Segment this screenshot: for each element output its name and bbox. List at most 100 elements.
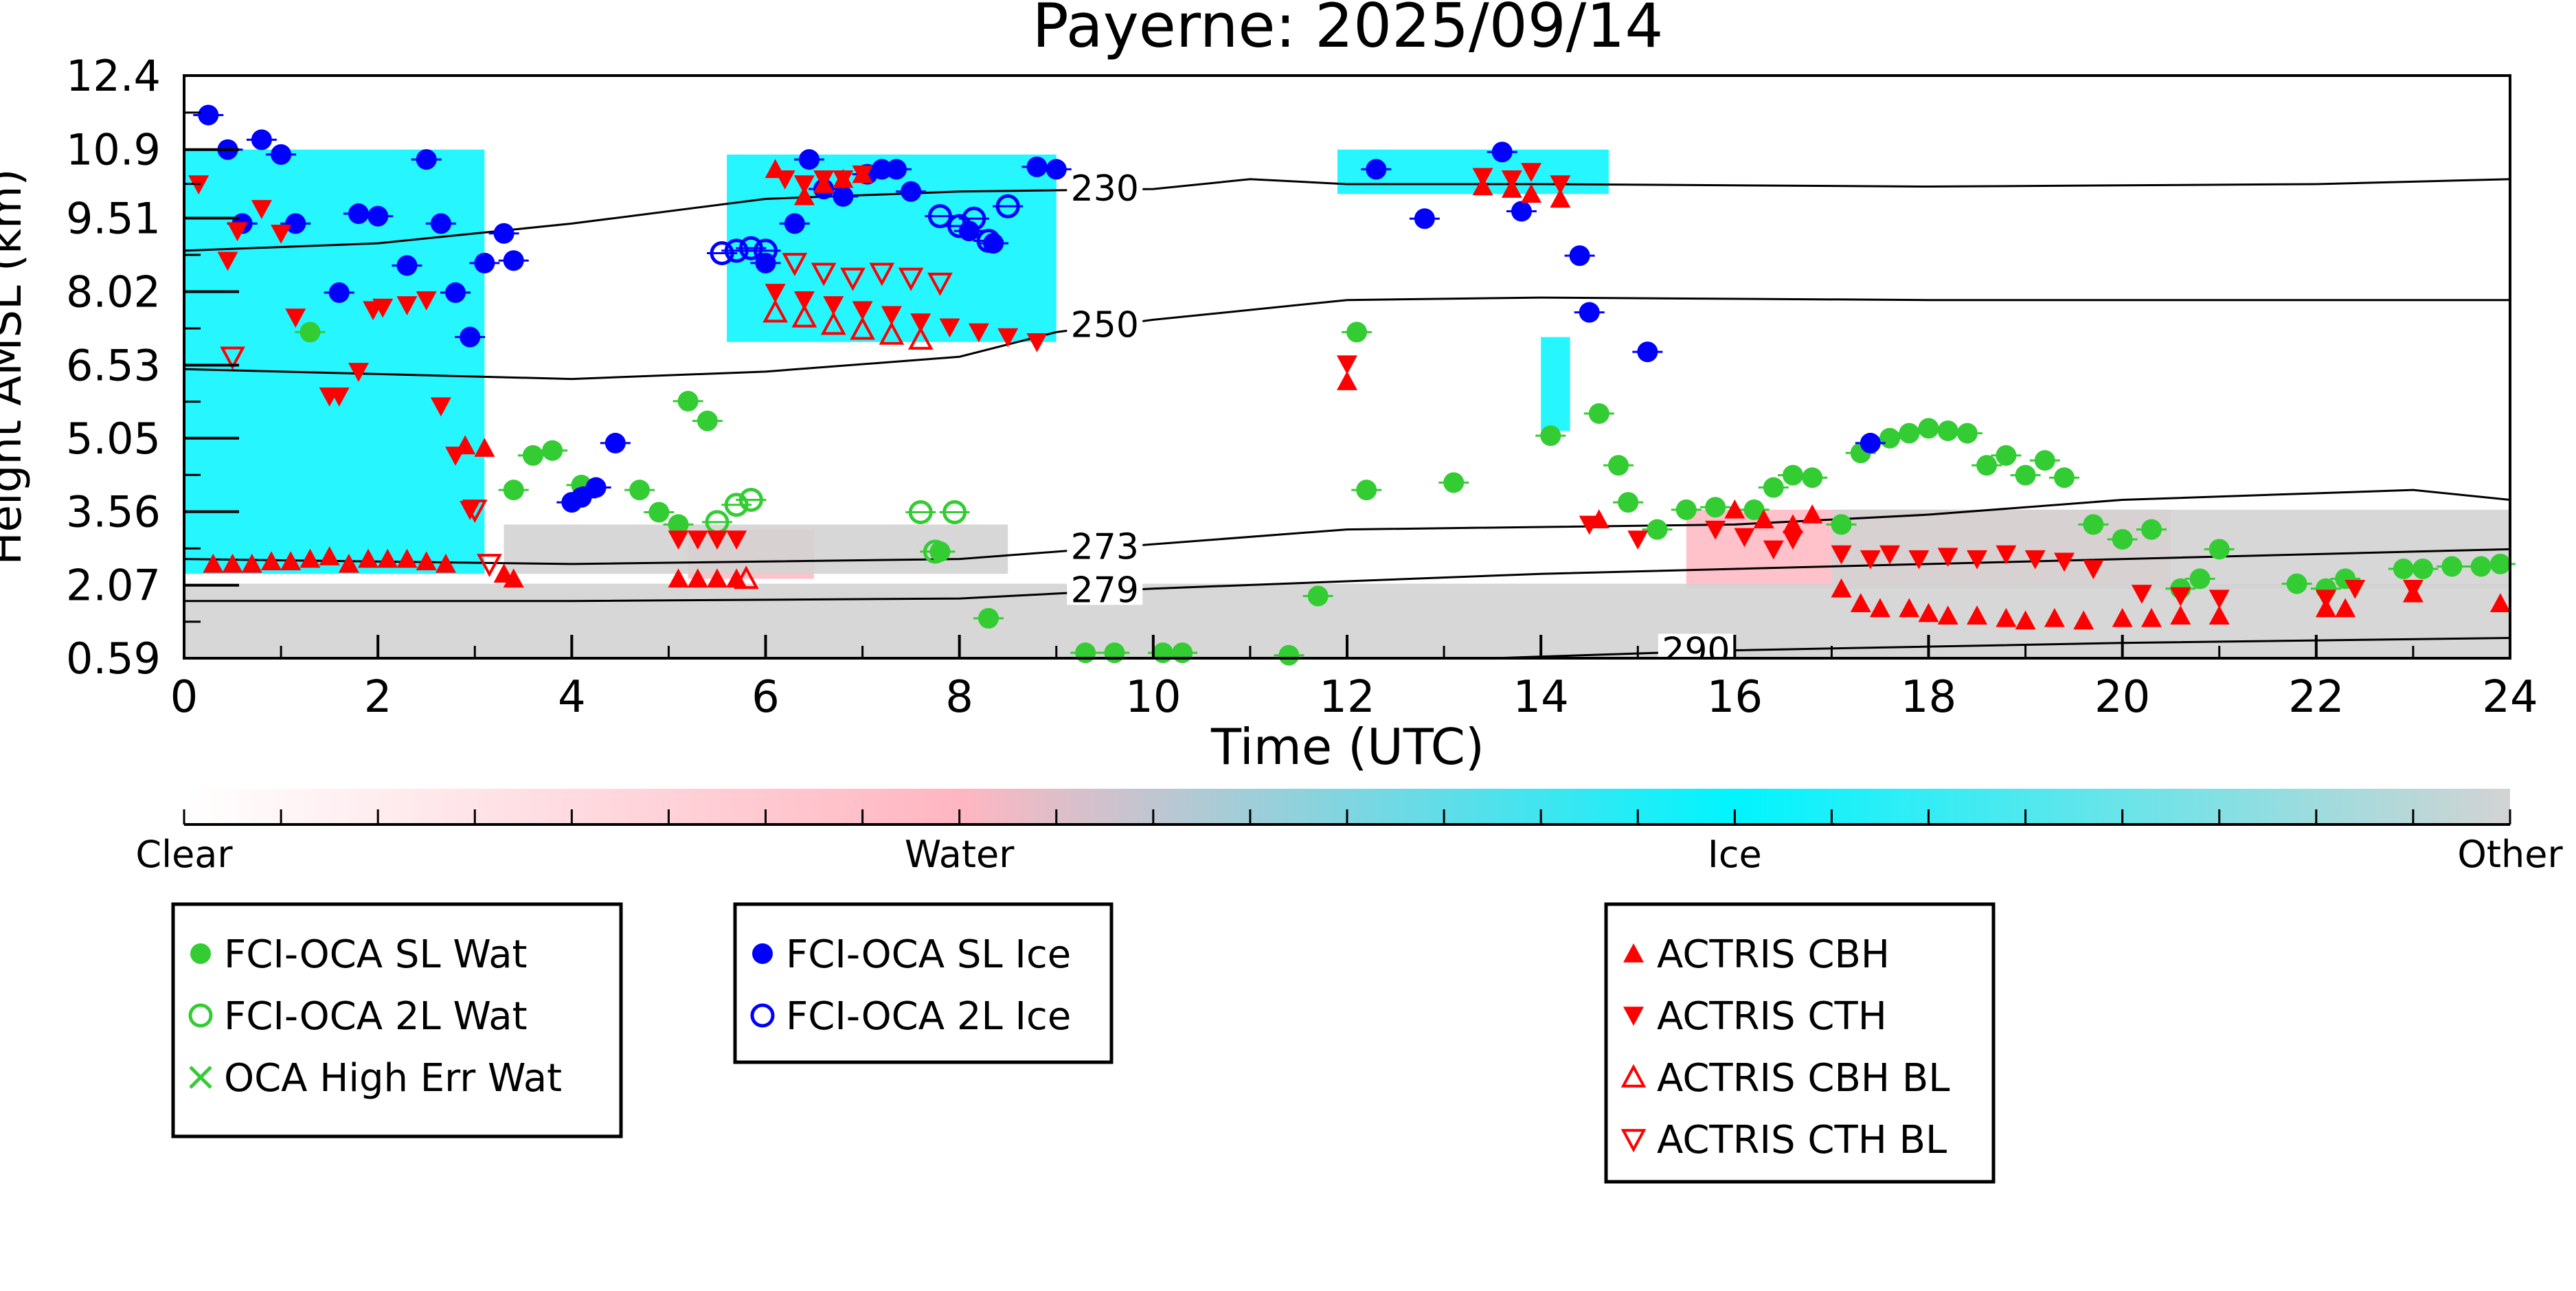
point-actris-cbh <box>338 553 359 573</box>
point-fci-oca-2l-ice <box>947 214 972 238</box>
colorbar-label-ice: Ice <box>1708 833 1762 876</box>
contour-line-279 <box>184 548 2510 603</box>
point-actris-cth <box>1521 163 1542 183</box>
y-tick-label: 5.05 <box>66 414 161 464</box>
point-actris-cbh <box>503 568 524 588</box>
point-fci-oca-sl-wat <box>300 322 321 343</box>
point-fci-oca-sl-ice <box>474 252 495 273</box>
legend-label-oca-high-err-wat: OCA High Err Wat <box>224 1056 562 1101</box>
point-fci-oca-2l-ice <box>738 236 763 260</box>
contour-label-250: 250 <box>1071 304 1139 346</box>
point-fci-oca-2l-wat <box>724 493 749 517</box>
point-actris-cth-bl <box>782 253 808 277</box>
legend-marker-fci-oca-sl-ice <box>752 943 773 964</box>
legend-marker-actris-cth-bl <box>1620 1129 1647 1153</box>
point-actris-cbh <box>726 568 747 588</box>
y-tick-label: 0.59 <box>66 633 161 684</box>
legend-label-actris-cth-bl: ACTRIS CTH BL <box>1657 1118 1947 1163</box>
point-fci-oca-2l-ice <box>976 229 1001 254</box>
point-actris-cth <box>1860 550 1881 570</box>
contour-label-bg-230 <box>1067 172 1143 204</box>
y-axis-label: Height AMSL (km) <box>0 169 32 565</box>
point-actris-cbh <box>203 553 224 573</box>
legend-label-fci-oca-2l-wat: FCI-OCA 2L Wat <box>224 994 528 1039</box>
point-fci-oca-sl-wat <box>2489 553 2511 574</box>
point-fci-oca-sl-ice <box>348 203 369 225</box>
point-actris-cbh <box>1782 514 1803 534</box>
point-fci-oca-2l-wat <box>923 539 947 564</box>
chart-title: Payerne: 2025/09/14 <box>1032 0 1664 61</box>
y-axis-ticks: 0.59 2.07 3.56 5.05 6.53 8.02 9.51 10.9 12.4 <box>66 51 239 684</box>
point-actris-cth <box>833 170 854 190</box>
legend-label-fci-oca-sl-wat: FCI-OCA SL Wat <box>224 932 528 977</box>
point-actris-cbh <box>2044 607 2065 627</box>
point-actris-cbh <box>2208 605 2230 625</box>
legend-label-fci-oca-sl-ice: FCI-OCA SL Ice <box>786 932 1071 977</box>
legend-label-actris-cbh: ACTRIS CBH <box>1657 932 1890 977</box>
x-tick-label: 16 <box>1707 672 1763 723</box>
point-actris-cbh <box>793 186 815 205</box>
point-actris-cbh <box>1724 499 1745 519</box>
point-actris-cth <box>217 251 238 271</box>
colorbar-label-other: Other <box>2457 833 2563 876</box>
point-actris-cbh <box>260 551 282 571</box>
point-actris-cth <box>852 301 873 321</box>
point-fci-oca-sl-wat <box>503 480 524 501</box>
point-fci-oca-sl-wat <box>2189 568 2211 590</box>
point-fci-oca-sl-wat <box>1356 480 1377 501</box>
legend: FCI-OCA SL Wat FCI-OCA 2L Wat OCA High Err… <box>171 902 1996 1184</box>
contour-label-290: 290 <box>1662 630 1730 671</box>
x-tick-label: 8 <box>945 672 973 723</box>
point-actris-cth <box>1937 548 1958 568</box>
point-actris-cbh <box>2073 610 2094 630</box>
point-actris-cbh <box>1967 605 1988 625</box>
point-actris-cbh <box>706 568 727 588</box>
point-fci-oca-sl-ice <box>1637 341 1658 363</box>
point-actris-cth <box>1879 545 1901 565</box>
point-actris-cth <box>1967 550 1988 570</box>
point-fci-oca-sl-wat <box>1675 499 1697 520</box>
point-actris-cth-bl <box>811 262 837 287</box>
point-fci-oca-sl-wat <box>2393 559 2414 580</box>
point-fci-oca-sl-ice <box>798 149 820 170</box>
point-actris-cth <box>416 291 437 311</box>
point-fci-oca-2l-ice <box>927 204 952 229</box>
point-actris-cth <box>1627 530 1649 550</box>
point-fci-oca-sl-wat <box>629 480 651 501</box>
point-actris-cbh <box>474 438 495 457</box>
point-fci-oca-2l-wat <box>908 499 933 524</box>
point-fci-oca-sl-wat <box>1899 423 1920 444</box>
point-fci-oca-sl-wat <box>1996 445 2017 466</box>
legend-marker-actris-cbh-bl <box>1620 1064 1647 1088</box>
point-actris-cth <box>823 296 844 315</box>
point-actris-cth-bl <box>927 272 953 296</box>
bg-region-ice <box>1541 337 1570 431</box>
point-actris-cbh <box>1550 188 1571 208</box>
point-actris-cbh <box>2489 593 2511 613</box>
legend-marker-actris-cth <box>1623 1007 1644 1026</box>
point-actris-cth <box>910 313 931 333</box>
x-axis-label: Time (UTC) <box>1210 718 1484 776</box>
point-fci-oca-sl-wat <box>2034 450 2055 471</box>
point-fci-oca-sl-wat <box>1540 425 1561 447</box>
point-actris-cbh <box>1937 605 1958 625</box>
point-actris-cbh <box>241 553 262 573</box>
point-actris-cth <box>1579 515 1600 535</box>
point-actris-cth <box>1026 333 1048 352</box>
point-fci-oca-sl-ice <box>605 432 626 453</box>
point-fci-oca-2l-ice <box>995 194 1020 218</box>
point-actris-cth-bl <box>477 554 502 578</box>
point-fci-oca-sl-ice <box>1491 142 1513 163</box>
point-actris-cbh <box>1831 578 1852 598</box>
point-fci-oca-sl-ice <box>271 144 292 165</box>
legend-label-actris-cbh-bl: ACTRIS CBH BL <box>1657 1056 1950 1101</box>
point-actris-cbh <box>2140 607 2162 627</box>
point-fci-oca-sl-wat <box>1278 644 1300 666</box>
point-actris-cbh-bl <box>733 565 759 590</box>
colorbar-ticks <box>183 809 2511 824</box>
point-fci-oca-2l-wat <box>738 488 763 513</box>
point-fci-oca-sl-ice <box>251 129 272 150</box>
point-fci-oca-sl-ice <box>430 213 451 234</box>
